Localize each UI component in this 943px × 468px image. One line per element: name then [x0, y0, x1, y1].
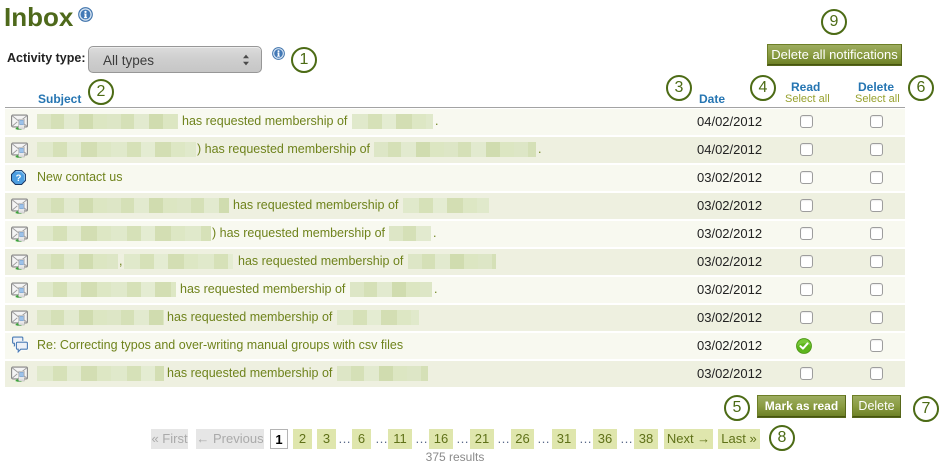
- svg-text:?: ?: [16, 173, 22, 184]
